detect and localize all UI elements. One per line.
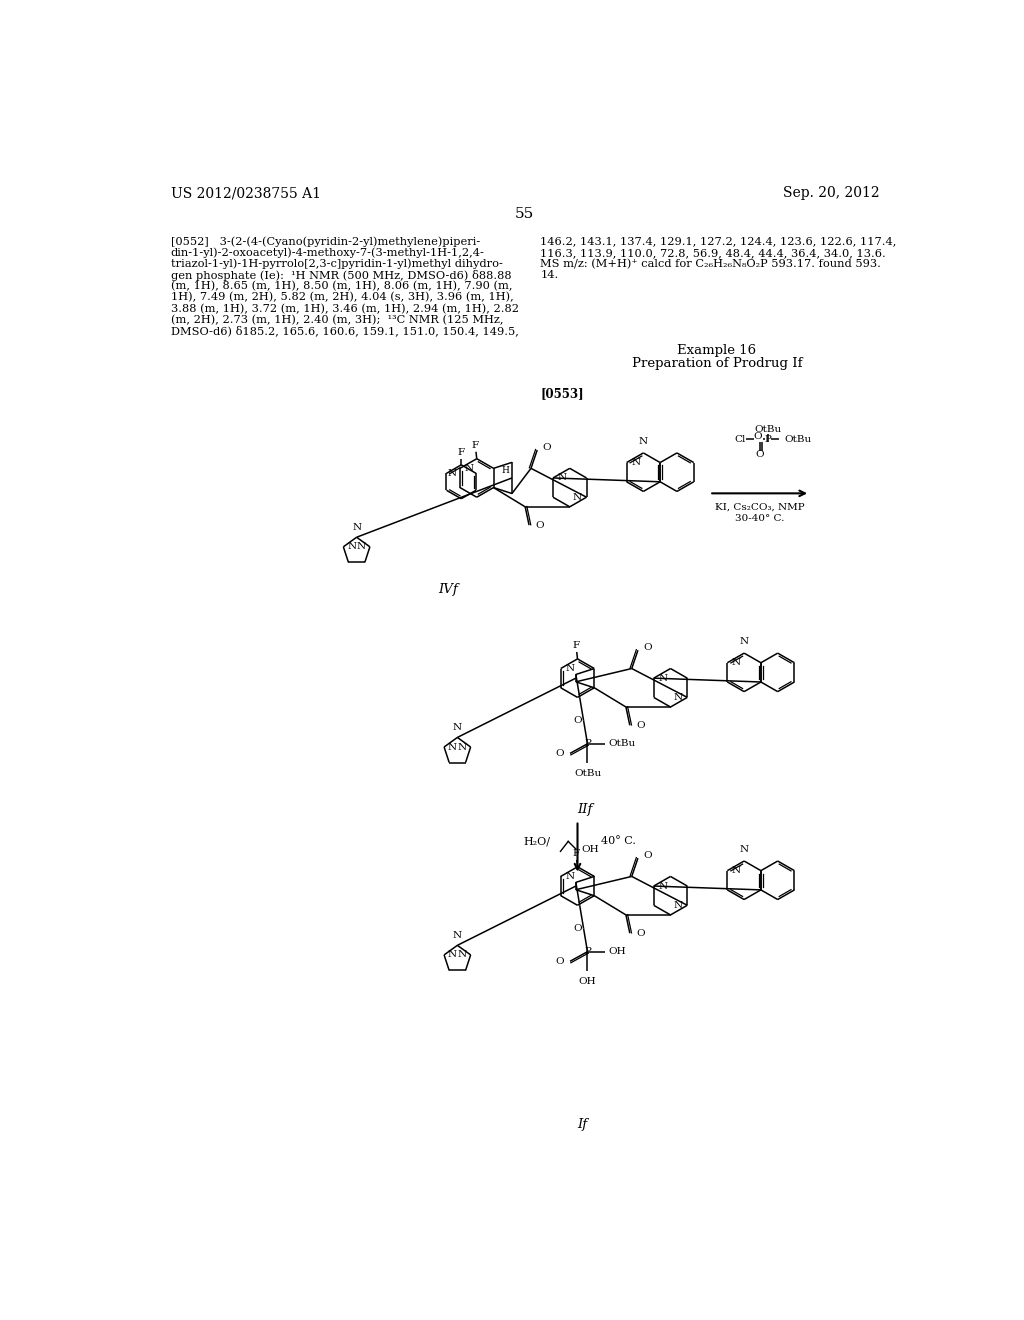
Text: F: F — [458, 449, 465, 457]
Text: O: O — [536, 520, 544, 529]
Text: N: N — [357, 543, 366, 552]
Text: [0553]: [0553] — [541, 387, 584, 400]
Text: N: N — [453, 931, 462, 940]
Text: OtBu: OtBu — [784, 436, 812, 444]
Text: O: O — [636, 721, 645, 730]
Text: US 2012/0238755 A1: US 2012/0238755 A1 — [171, 186, 321, 201]
Text: If: If — [578, 1118, 588, 1131]
Text: N: N — [658, 673, 668, 682]
Text: N: N — [674, 693, 683, 702]
Text: O: O — [573, 717, 582, 725]
Text: O: O — [555, 957, 564, 966]
Text: 1H), 7.49 (m, 2H), 5.82 (m, 2H), 4.04 (s, 3H), 3.96 (m, 1H),: 1H), 7.49 (m, 2H), 5.82 (m, 2H), 4.04 (s… — [171, 292, 513, 302]
Text: din-1-yl)-2-oxoacetyl)-4-methoxy-7-(3-methyl-1H-1,2,4-: din-1-yl)-2-oxoacetyl)-4-methoxy-7-(3-me… — [171, 247, 484, 257]
Text: OtBu: OtBu — [573, 770, 601, 779]
Text: MS m/z: (M+H)⁺ calcd for C₂₆H₂₆N₈O₂P 593.17. found 593.: MS m/z: (M+H)⁺ calcd for C₂₆H₂₆N₈O₂P 593… — [541, 259, 882, 269]
Text: (m, 2H), 2.73 (m, 1H), 2.40 (m, 3H);  ¹³C NMR (125 MHz,: (m, 2H), 2.73 (m, 1H), 2.40 (m, 3H); ¹³C… — [171, 314, 503, 325]
Text: N: N — [572, 492, 582, 502]
Text: H: H — [502, 466, 510, 475]
Text: OH: OH — [582, 845, 599, 854]
Text: O: O — [636, 929, 645, 937]
Text: F: F — [572, 642, 580, 651]
Text: Cl: Cl — [734, 436, 745, 444]
Text: N: N — [447, 950, 457, 960]
Text: (m, 1H), 8.65 (m, 1H), 8.50 (m, 1H), 8.06 (m, 1H), 7.90 (m,: (m, 1H), 8.65 (m, 1H), 8.50 (m, 1H), 8.0… — [171, 281, 512, 292]
Text: N: N — [458, 743, 467, 751]
Text: P: P — [765, 436, 772, 444]
Text: F: F — [572, 849, 580, 858]
Text: 116.3, 113.9, 110.0, 72.8, 56.9, 48.4, 44.4, 36.4, 34.0, 13.6.: 116.3, 113.9, 110.0, 72.8, 56.9, 48.4, 4… — [541, 248, 886, 257]
Text: N: N — [352, 523, 361, 532]
Text: N: N — [732, 866, 741, 875]
Text: O: O — [643, 643, 652, 652]
Text: N: N — [453, 723, 462, 733]
Text: N: N — [658, 882, 668, 891]
Text: Example 16: Example 16 — [678, 345, 757, 358]
Text: N: N — [558, 474, 566, 482]
Text: OH: OH — [609, 948, 627, 956]
Text: O: O — [543, 444, 551, 453]
Text: DMSO-d6) δ185.2, 165.6, 160.6, 159.1, 151.0, 150.4, 149.5,: DMSO-d6) δ185.2, 165.6, 160.6, 159.1, 15… — [171, 326, 518, 337]
Text: H₂O/: H₂O/ — [523, 837, 550, 846]
Text: O: O — [573, 924, 582, 933]
Text: N: N — [447, 469, 457, 478]
Text: gen phosphate (Ie):  ¹H NMR (500 MHz, DMSO-d6) δ88.88: gen phosphate (Ie): ¹H NMR (500 MHz, DMS… — [171, 269, 511, 281]
Text: N: N — [739, 845, 749, 854]
Text: OtBu: OtBu — [609, 739, 636, 748]
Text: Preparation of Prodrug If: Preparation of Prodrug If — [632, 358, 802, 371]
Text: N: N — [732, 659, 741, 667]
Text: [0552]   3-(2-(4-(Cyano(pyridin-2-yl)methylene)piperi-: [0552] 3-(2-(4-(Cyano(pyridin-2-yl)methy… — [171, 236, 480, 247]
Text: F: F — [472, 441, 479, 450]
Text: 3.88 (m, 1H), 3.72 (m, 1H), 3.46 (m, 1H), 2.94 (m, 1H), 2.82: 3.88 (m, 1H), 3.72 (m, 1H), 3.46 (m, 1H)… — [171, 304, 518, 314]
Text: N: N — [347, 543, 356, 552]
Text: 30-40° C.: 30-40° C. — [735, 515, 784, 523]
Text: triazol-1-yl)-1H-pyrrolo[2,3-c]pyridin-1-yl)methyl dihydro-: triazol-1-yl)-1H-pyrrolo[2,3-c]pyridin-1… — [171, 259, 503, 269]
Text: N: N — [465, 463, 474, 473]
Text: 14.: 14. — [541, 271, 558, 280]
Text: N: N — [674, 900, 683, 909]
Text: IIf: IIf — [578, 803, 593, 816]
Text: N: N — [739, 638, 749, 647]
Text: O: O — [555, 748, 564, 758]
Text: N: N — [639, 437, 648, 446]
Text: O: O — [753, 432, 762, 441]
Text: OH: OH — [579, 977, 596, 986]
Text: KI, Cs₂CO₃, NMP: KI, Cs₂CO₃, NMP — [715, 503, 805, 512]
Text: IVf: IVf — [438, 583, 458, 597]
Text: N: N — [565, 664, 574, 673]
Text: P: P — [584, 948, 591, 956]
Text: P: P — [584, 739, 591, 748]
Text: O: O — [643, 851, 652, 861]
Text: N: N — [458, 950, 467, 960]
Text: OtBu: OtBu — [755, 425, 781, 434]
Text: 40° C.: 40° C. — [601, 837, 636, 846]
Text: N: N — [631, 458, 640, 467]
Text: O: O — [756, 450, 764, 459]
Text: N: N — [565, 873, 574, 880]
Text: 55: 55 — [515, 207, 535, 220]
Text: N: N — [447, 743, 457, 751]
Text: 146.2, 143.1, 137.4, 129.1, 127.2, 124.4, 123.6, 122.6, 117.4,: 146.2, 143.1, 137.4, 129.1, 127.2, 124.4… — [541, 236, 897, 247]
Text: Sep. 20, 2012: Sep. 20, 2012 — [783, 186, 880, 201]
